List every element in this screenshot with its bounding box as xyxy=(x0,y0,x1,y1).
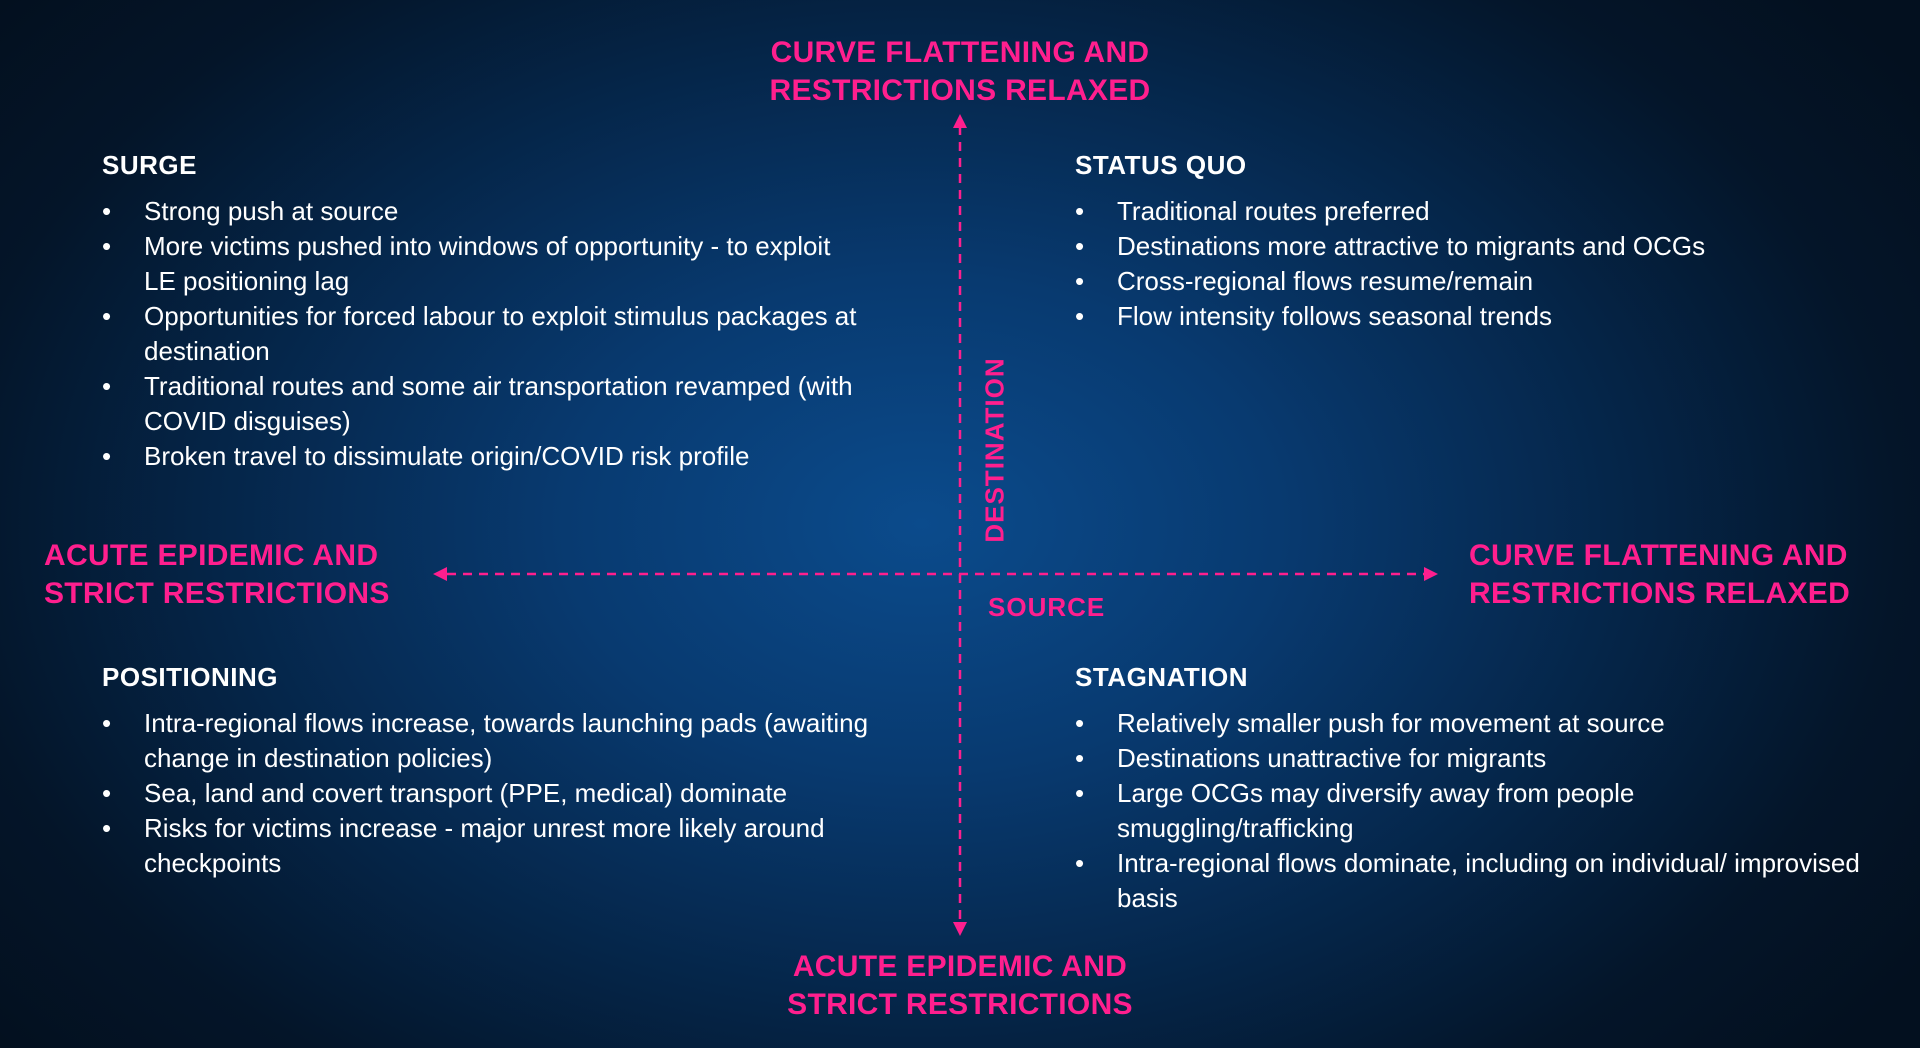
quadrant-status-quo: STATUS QUO • Traditional routes preferred… xyxy=(1075,150,1875,334)
list-item: • Broken travel to dissimulate origin/COV… xyxy=(102,439,862,474)
bullet-icon: • xyxy=(102,441,112,471)
bullet-icon: • xyxy=(1075,266,1085,296)
bullet-icon: • xyxy=(102,778,112,808)
bullet-list: • Traditional routes preferred • Destinati… xyxy=(1075,194,1875,334)
list-item-text: Broken travel to dissimulate origin/COVI… xyxy=(144,441,750,471)
quadrant-stagnation: STAGNATION • Relatively smaller push for … xyxy=(1075,662,1875,916)
list-item-text: Cross-regional flows resume/remain xyxy=(1117,266,1534,296)
list-item: • Relatively smaller push for movement at… xyxy=(1075,706,1875,741)
axis-label-left-line: STRICT RESTRICTIONS xyxy=(44,577,390,610)
list-item-text: Intra-regional flows increase, towards l… xyxy=(144,708,869,773)
quadrant-title: STATUS QUO xyxy=(1075,150,1247,180)
list-item: • Intra-regional flows increase, towards … xyxy=(102,706,882,776)
list-item: • Large OCGs may diversify away from peop… xyxy=(1075,776,1875,846)
quadrant-title: STAGNATION xyxy=(1075,662,1249,692)
vertical-axis-name: DESTINATION xyxy=(979,357,1010,543)
axis-label-bottom-line: STRICT RESTRICTIONS xyxy=(787,988,1133,1021)
list-item: • More victims pushed into windows of opp… xyxy=(102,229,862,299)
quadrant-title: POSITIONING xyxy=(102,662,278,692)
arrow-left-icon xyxy=(433,567,447,581)
bullet-icon: • xyxy=(1075,848,1085,878)
list-item-text: Flow intensity follows seasonal trends xyxy=(1117,301,1552,331)
list-item-text: Relatively smaller push for movement at … xyxy=(1117,708,1665,738)
list-item: • Destinations unattractive for migrants xyxy=(1075,741,1875,776)
list-item: • Traditional routes preferred xyxy=(1075,194,1875,229)
list-item-text: Traditional routes preferred xyxy=(1117,196,1430,226)
bullet-list: • Strong push at source • More victims pus… xyxy=(102,194,862,474)
axis-label-left: ACUTE EPIDEMIC AND STRICT RESTRICTIONS xyxy=(44,537,390,613)
list-item-text: Strong push at source xyxy=(144,196,399,226)
axis-label-left-line: ACUTE EPIDEMIC AND xyxy=(44,539,379,572)
bullet-list: • Relatively smaller push for movement at… xyxy=(1075,706,1875,916)
axis-label-right-line: RESTRICTIONS RELAXED xyxy=(1469,577,1851,610)
list-item: • Opportunities for forced labour to expl… xyxy=(102,299,862,369)
bullet-icon: • xyxy=(1075,196,1085,226)
arrow-down-icon xyxy=(953,922,967,936)
list-item: • Sea, land and covert transport (PPE, me… xyxy=(102,776,882,811)
list-item: • Cross-regional flows resume/remain xyxy=(1075,264,1875,299)
bullet-icon: • xyxy=(1075,231,1085,261)
axis-label-top-line: RESTRICTIONS RELAXED xyxy=(769,74,1151,107)
list-item-text: Traditional routes and some air transpor… xyxy=(144,371,853,436)
list-item: • Intra-regional flows dominate, includin… xyxy=(1075,846,1875,916)
axis-label-right-line: CURVE FLATTENING AND xyxy=(1469,539,1848,572)
arrow-right-icon xyxy=(1424,567,1438,581)
quadrant-surge: SURGE • Strong push at source • More victi… xyxy=(102,150,862,474)
list-item-text: Intra-regional flows dominate, including… xyxy=(1117,848,1860,913)
list-item: • Destinations more attractive to migrant… xyxy=(1075,229,1875,264)
list-item: • Traditional routes and some air transpo… xyxy=(102,369,862,439)
bullet-icon: • xyxy=(102,196,112,226)
bullet-icon: • xyxy=(102,708,112,738)
list-item-text: Large OCGs may diversify away from peopl… xyxy=(1117,778,1635,843)
bullet-icon: • xyxy=(1075,301,1085,331)
list-item-text: More victims pushed into windows of oppo… xyxy=(144,231,831,296)
list-item: • Flow intensity follows seasonal trends xyxy=(1075,299,1875,334)
horizontal-axis-name: SOURCE xyxy=(988,592,1106,622)
horizontal-axis xyxy=(433,567,1438,581)
bullet-icon: • xyxy=(1075,778,1085,808)
arrow-up-icon xyxy=(953,114,967,128)
list-item: • Risks for victims increase - major unre… xyxy=(102,811,882,881)
list-item-text: Risks for victims increase - major unres… xyxy=(144,813,825,878)
axis-label-top: CURVE FLATTENING AND RESTRICTIONS RELAXE… xyxy=(560,34,1360,110)
bullet-icon: • xyxy=(1075,708,1085,738)
bullet-icon: • xyxy=(102,371,112,401)
bullet-list: • Intra-regional flows increase, towards … xyxy=(102,706,882,881)
bullet-icon: • xyxy=(102,231,112,261)
bullet-icon: • xyxy=(102,301,112,331)
axis-label-bottom: ACUTE EPIDEMIC AND STRICT RESTRICTIONS xyxy=(560,948,1360,1024)
axis-label-bottom-line: ACUTE EPIDEMIC AND xyxy=(792,950,1128,983)
list-item-text: Sea, land and covert transport (PPE, med… xyxy=(144,778,788,808)
axis-label-right: CURVE FLATTENING AND RESTRICTIONS RELAXE… xyxy=(1469,537,1850,613)
vertical-axis xyxy=(953,114,967,936)
quadrant-title: SURGE xyxy=(102,150,197,180)
bullet-icon: • xyxy=(1075,743,1085,773)
axis-label-top-line: CURVE FLATTENING AND xyxy=(770,36,1150,69)
list-item-text: Opportunities for forced labour to explo… xyxy=(144,301,857,366)
list-item-text: Destinations unattractive for migrants xyxy=(1117,743,1547,773)
quadrant-positioning: POSITIONING • Intra-regional flows increa… xyxy=(102,662,882,881)
list-item: • Strong push at source xyxy=(102,194,862,229)
list-item-text: Destinations more attractive to migrants… xyxy=(1117,231,1706,261)
bullet-icon: • xyxy=(102,813,112,843)
